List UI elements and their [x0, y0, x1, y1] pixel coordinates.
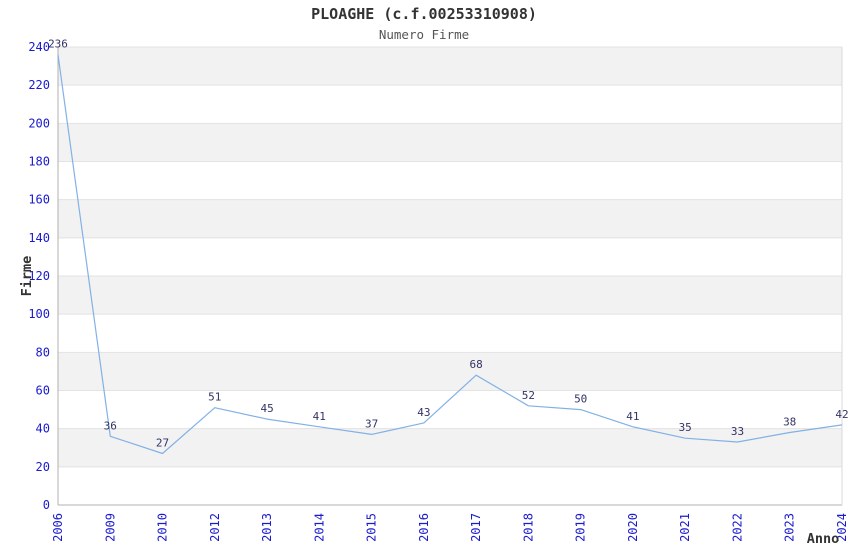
plot-band [58, 123, 842, 162]
data-point-label: 42 [835, 408, 848, 421]
data-point-label: 43 [417, 406, 430, 419]
data-point-label: 41 [313, 410, 326, 423]
data-point-label: 45 [260, 402, 273, 415]
y-tick-label: 200 [28, 116, 50, 130]
x-tick-label: 2016 [417, 513, 431, 542]
data-point-label: 236 [48, 38, 68, 51]
x-tick-label: 2015 [365, 513, 379, 542]
y-axis-title: Firme [19, 256, 35, 297]
series-group [57, 54, 843, 455]
y-tick-label: 220 [28, 78, 50, 92]
plot-band [58, 352, 842, 391]
plot-band [58, 47, 842, 86]
y-tick-label: 20 [36, 460, 50, 474]
x-tick-label: 2017 [469, 513, 483, 542]
x-tick-labels: 2006 2009 2010 2012 2013 2014 2015 2016 2017 2018… [51, 513, 849, 542]
y-tick-label: 100 [28, 307, 50, 321]
plot-band [58, 199, 842, 238]
data-point-label: 38 [783, 416, 796, 429]
data-point-label: 41 [626, 410, 639, 423]
data-point-label: 52 [522, 389, 535, 402]
data-point-label: 68 [469, 358, 482, 371]
y-tick-label: 60 [36, 384, 50, 398]
data-point-label: 27 [156, 437, 169, 450]
data-point-label: 33 [731, 425, 744, 438]
plot-bands [58, 47, 842, 467]
plot-band [58, 276, 842, 315]
axis-spines [57, 47, 843, 506]
gridlines [58, 46, 842, 468]
x-tick-label: 2018 [521, 513, 535, 542]
y-tick-label: 80 [36, 345, 50, 359]
x-tick-label: 2020 [626, 513, 640, 542]
y-tick-label: 120 [28, 269, 50, 283]
x-tick-label: 2021 [678, 513, 692, 542]
data-point-label: 50 [574, 393, 587, 406]
x-tick-label: 2010 [156, 513, 170, 542]
x-tick-label: 2013 [260, 513, 274, 542]
y-tick-label: 0 [43, 498, 50, 512]
x-axis-title: Anno [807, 531, 840, 547]
y-tick-label: 140 [28, 231, 50, 245]
chart-title: PLOAGHE (c.f.00253310908) [311, 5, 537, 23]
x-tick-label: 2006 [51, 513, 65, 542]
y-tick-label: 180 [28, 155, 50, 169]
x-tick-label: 2023 [783, 513, 797, 542]
chart-subtitle: Numero Firme [379, 27, 469, 42]
x-tick-label: 2024 [835, 513, 849, 542]
x-tick-label: 2019 [574, 513, 588, 542]
x-tick-label: 2009 [103, 513, 117, 542]
x-tick-label: 2014 [312, 513, 326, 542]
data-labels: 236 36 27 51 45 41 37 43 68 52 50 41 35 33 38 42 [48, 38, 849, 450]
y-tick-labels: 0 20 40 60 80 100 120 140 160 180 200 220 240 [28, 40, 50, 512]
plot-band [58, 428, 842, 467]
y-tick-label: 40 [36, 422, 50, 436]
data-point-label: 37 [365, 417, 378, 430]
data-point-label: 35 [679, 421, 692, 434]
y-tick-label: 160 [28, 193, 50, 207]
data-point-label: 51 [208, 391, 221, 404]
series-line [57, 54, 843, 455]
x-tick-label: 2012 [208, 513, 222, 542]
x-tick-label: 2022 [731, 513, 745, 542]
y-tick-label: 240 [28, 40, 50, 54]
data-point-label: 36 [104, 419, 117, 432]
